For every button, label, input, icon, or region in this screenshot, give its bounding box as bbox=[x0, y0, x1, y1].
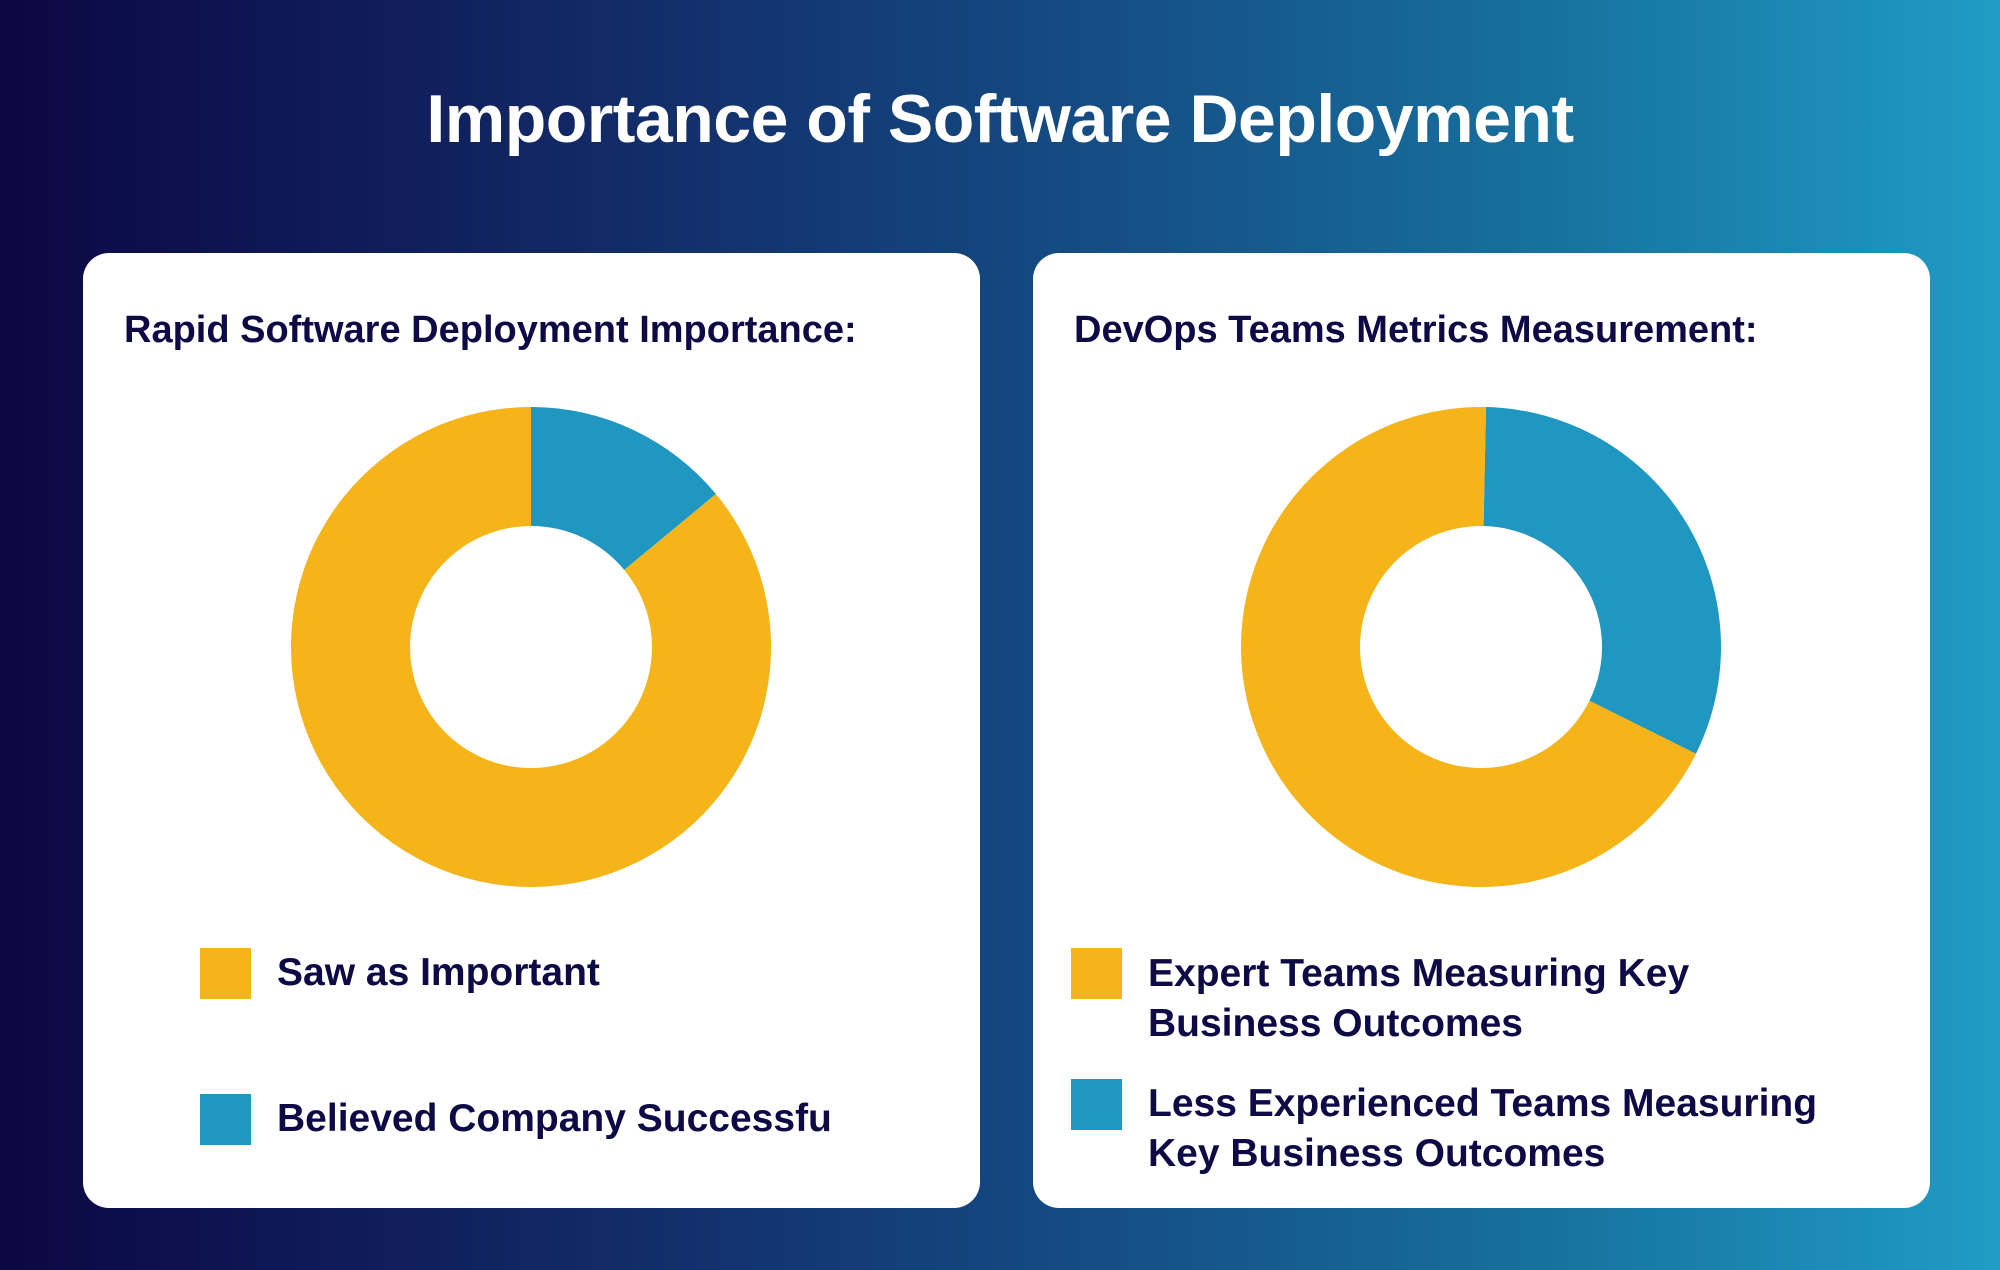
legend-swatch bbox=[200, 1094, 251, 1145]
legend-swatch bbox=[200, 948, 251, 999]
legend-label: Believed Company Successfu bbox=[277, 1097, 832, 1140]
donut-slice-believed-company-successfu bbox=[531, 407, 716, 570]
legend-item-less-experienced-teams: Less Experienced Teams Measuring Key Bus… bbox=[1071, 1079, 1888, 1179]
legend-item-expert-teams: Expert Teams Measuring Key Business Outc… bbox=[1071, 948, 1788, 1049]
donut-slice-expert-teams-measuring-key-business-outcomes bbox=[1241, 407, 1696, 887]
donut-slice-saw-as-important bbox=[291, 407, 771, 887]
chart-title: DevOps Teams Metrics Measurement: bbox=[1074, 309, 1758, 351]
chart-card-deployment-importance: Rapid Software Deployment Importance: Sa… bbox=[83, 253, 980, 1208]
chart-card-devops-metrics: DevOps Teams Metrics Measurement: Expert… bbox=[1033, 253, 1930, 1208]
legend-label: Expert Teams Measuring Key Business Outc… bbox=[1148, 952, 1690, 1045]
legend-label: Saw as Important bbox=[277, 951, 600, 994]
legend-item-saw-important: Saw as Important bbox=[200, 948, 600, 999]
legend-label: Less Experienced Teams Measuring Key Bus… bbox=[1148, 1082, 1818, 1175]
donut-chart bbox=[1241, 407, 1721, 887]
page-title: Importance of Software Deployment bbox=[426, 81, 1574, 157]
legend-swatch bbox=[1071, 1079, 1122, 1130]
donut-chart bbox=[291, 407, 771, 887]
legend-item-believed-successful: Believed Company Successfu bbox=[200, 1094, 832, 1145]
donut-slice-less-experienced-teams-measuring-key-business-outcomes bbox=[1483, 407, 1721, 754]
chart-title: Rapid Software Deployment Importance: bbox=[124, 309, 857, 351]
legend-swatch bbox=[1071, 948, 1122, 999]
